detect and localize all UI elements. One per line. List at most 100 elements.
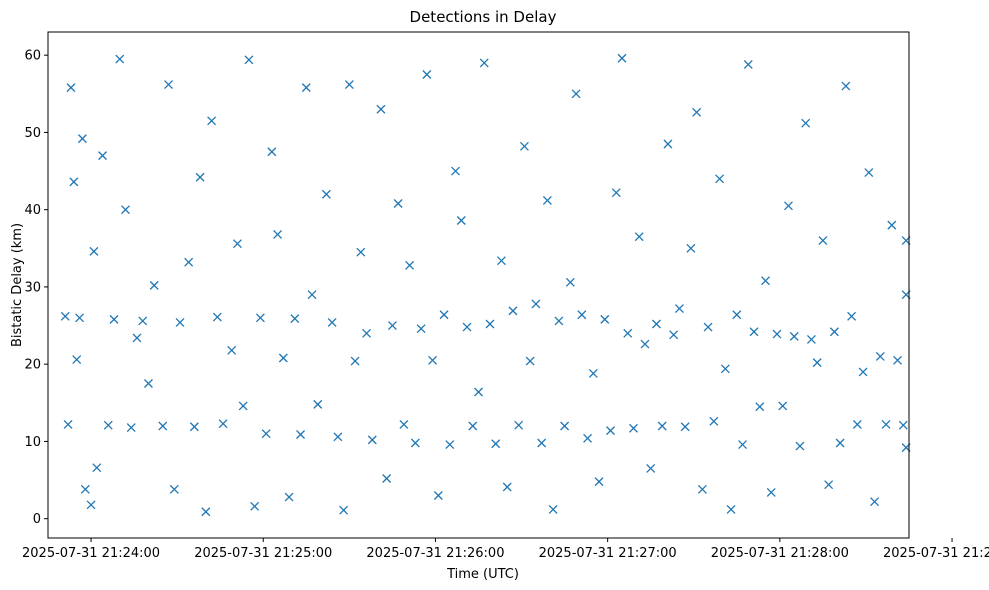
- detection-marker: [439, 310, 449, 320]
- y-tick-label: 50: [24, 126, 41, 141]
- detection-marker: [89, 246, 99, 256]
- detection-marker: [709, 416, 719, 426]
- detection-marker: [72, 355, 82, 365]
- detection-marker: [451, 166, 460, 176]
- detection-marker: [818, 236, 828, 246]
- detection-marker: [881, 419, 891, 429]
- detection-marker: [583, 433, 593, 443]
- detection-marker: [525, 356, 535, 366]
- detection-marker: [732, 310, 742, 320]
- detection-marker: [651, 319, 661, 329]
- detection-marker: [290, 314, 300, 324]
- detection-marker: [542, 195, 552, 205]
- detection-marker: [278, 353, 288, 363]
- detection-marker: [195, 172, 205, 182]
- detection-marker: [132, 333, 142, 343]
- detection-marker: [244, 55, 254, 65]
- detection-marker: [175, 318, 185, 327]
- detection-marker: [766, 487, 776, 497]
- data-markers: [60, 53, 911, 517]
- chart-title: Detections in Delay: [410, 8, 557, 26]
- detection-marker: [703, 322, 713, 332]
- detection-marker: [646, 464, 656, 473]
- detection-marker: [218, 419, 228, 429]
- detection-marker: [502, 482, 512, 492]
- detection-marker: [841, 81, 851, 91]
- y-tick-label: 40: [24, 203, 41, 218]
- detection-marker: [333, 432, 343, 442]
- detection-marker: [806, 335, 816, 344]
- detection-marker: [344, 80, 354, 89]
- detection-marker: [858, 367, 868, 377]
- detection-marker: [594, 477, 604, 487]
- detection-marker: [893, 355, 902, 365]
- detection-marker: [339, 505, 349, 515]
- detection-marker: [405, 260, 415, 270]
- detection-marker: [456, 216, 466, 225]
- detection-marker: [75, 313, 85, 323]
- detection-marker: [778, 401, 788, 411]
- detection-marker: [537, 438, 547, 448]
- detection-marker: [103, 420, 113, 430]
- detection-marker: [634, 232, 644, 242]
- detection-marker: [362, 328, 372, 338]
- y-tick-label: 20: [24, 358, 41, 373]
- detection-marker: [743, 59, 753, 69]
- detection-marker: [812, 358, 822, 368]
- detection-marker: [207, 116, 217, 126]
- detection-marker: [255, 313, 265, 323]
- detection-marker: [77, 134, 87, 144]
- detection-marker: [189, 422, 199, 432]
- detection-marker: [772, 329, 782, 339]
- detection-marker: [548, 504, 558, 514]
- detection-marker: [227, 345, 237, 355]
- detection-marker: [410, 438, 420, 448]
- detection-marker: [738, 440, 747, 449]
- x-tick-label: 2025-07-31 21:25:00: [194, 546, 332, 561]
- detection-marker: [313, 399, 323, 409]
- detection-marker: [92, 463, 102, 473]
- x-tick-label: 2025-07-31 21:24:00: [22, 546, 160, 561]
- detection-marker: [109, 314, 119, 324]
- detection-marker: [462, 322, 472, 332]
- detection-marker: [350, 356, 360, 366]
- detection-marker: [433, 491, 443, 500]
- detection-marker: [60, 311, 70, 321]
- detection-marker: [169, 484, 179, 494]
- detection-marker: [98, 151, 107, 161]
- detection-marker: [623, 328, 633, 338]
- detection-marker: [864, 168, 874, 178]
- detection-marker: [669, 330, 679, 340]
- detection-marker: [367, 435, 377, 445]
- x-axis-label: Time (UTC): [446, 567, 519, 582]
- detection-marker: [261, 429, 271, 439]
- detection-marker: [755, 402, 765, 412]
- detection-marker: [479, 58, 489, 68]
- detection-marker: [577, 310, 587, 320]
- detection-marker: [301, 83, 311, 93]
- detection-marker: [565, 277, 575, 287]
- detection-marker: [399, 419, 409, 429]
- x-tick-label: 2025-07-31 21:29:00: [883, 546, 989, 561]
- detection-marker: [376, 104, 386, 114]
- plot-frame: [47, 31, 910, 539]
- detection-marker: [686, 243, 696, 253]
- detection-marker: [307, 290, 317, 300]
- detection-marker: [66, 83, 76, 93]
- detection-marker: [393, 199, 403, 208]
- detection-marker: [416, 324, 426, 334]
- detection-marker: [629, 423, 638, 433]
- detection-marker: [445, 440, 455, 449]
- detection-marker: [428, 355, 438, 365]
- detection-marker: [617, 53, 627, 63]
- detection-marker: [824, 480, 834, 490]
- detection-marker: [795, 441, 805, 451]
- detection-marker: [829, 327, 839, 337]
- x-tick-label: 2025-07-31 21:26:00: [366, 546, 504, 561]
- detection-marker: [485, 319, 495, 329]
- x-tick-label: 2025-07-31 21:28:00: [711, 546, 849, 561]
- detection-marker: [749, 327, 759, 337]
- detection-marker: [657, 421, 667, 431]
- detection-marker: [674, 304, 684, 314]
